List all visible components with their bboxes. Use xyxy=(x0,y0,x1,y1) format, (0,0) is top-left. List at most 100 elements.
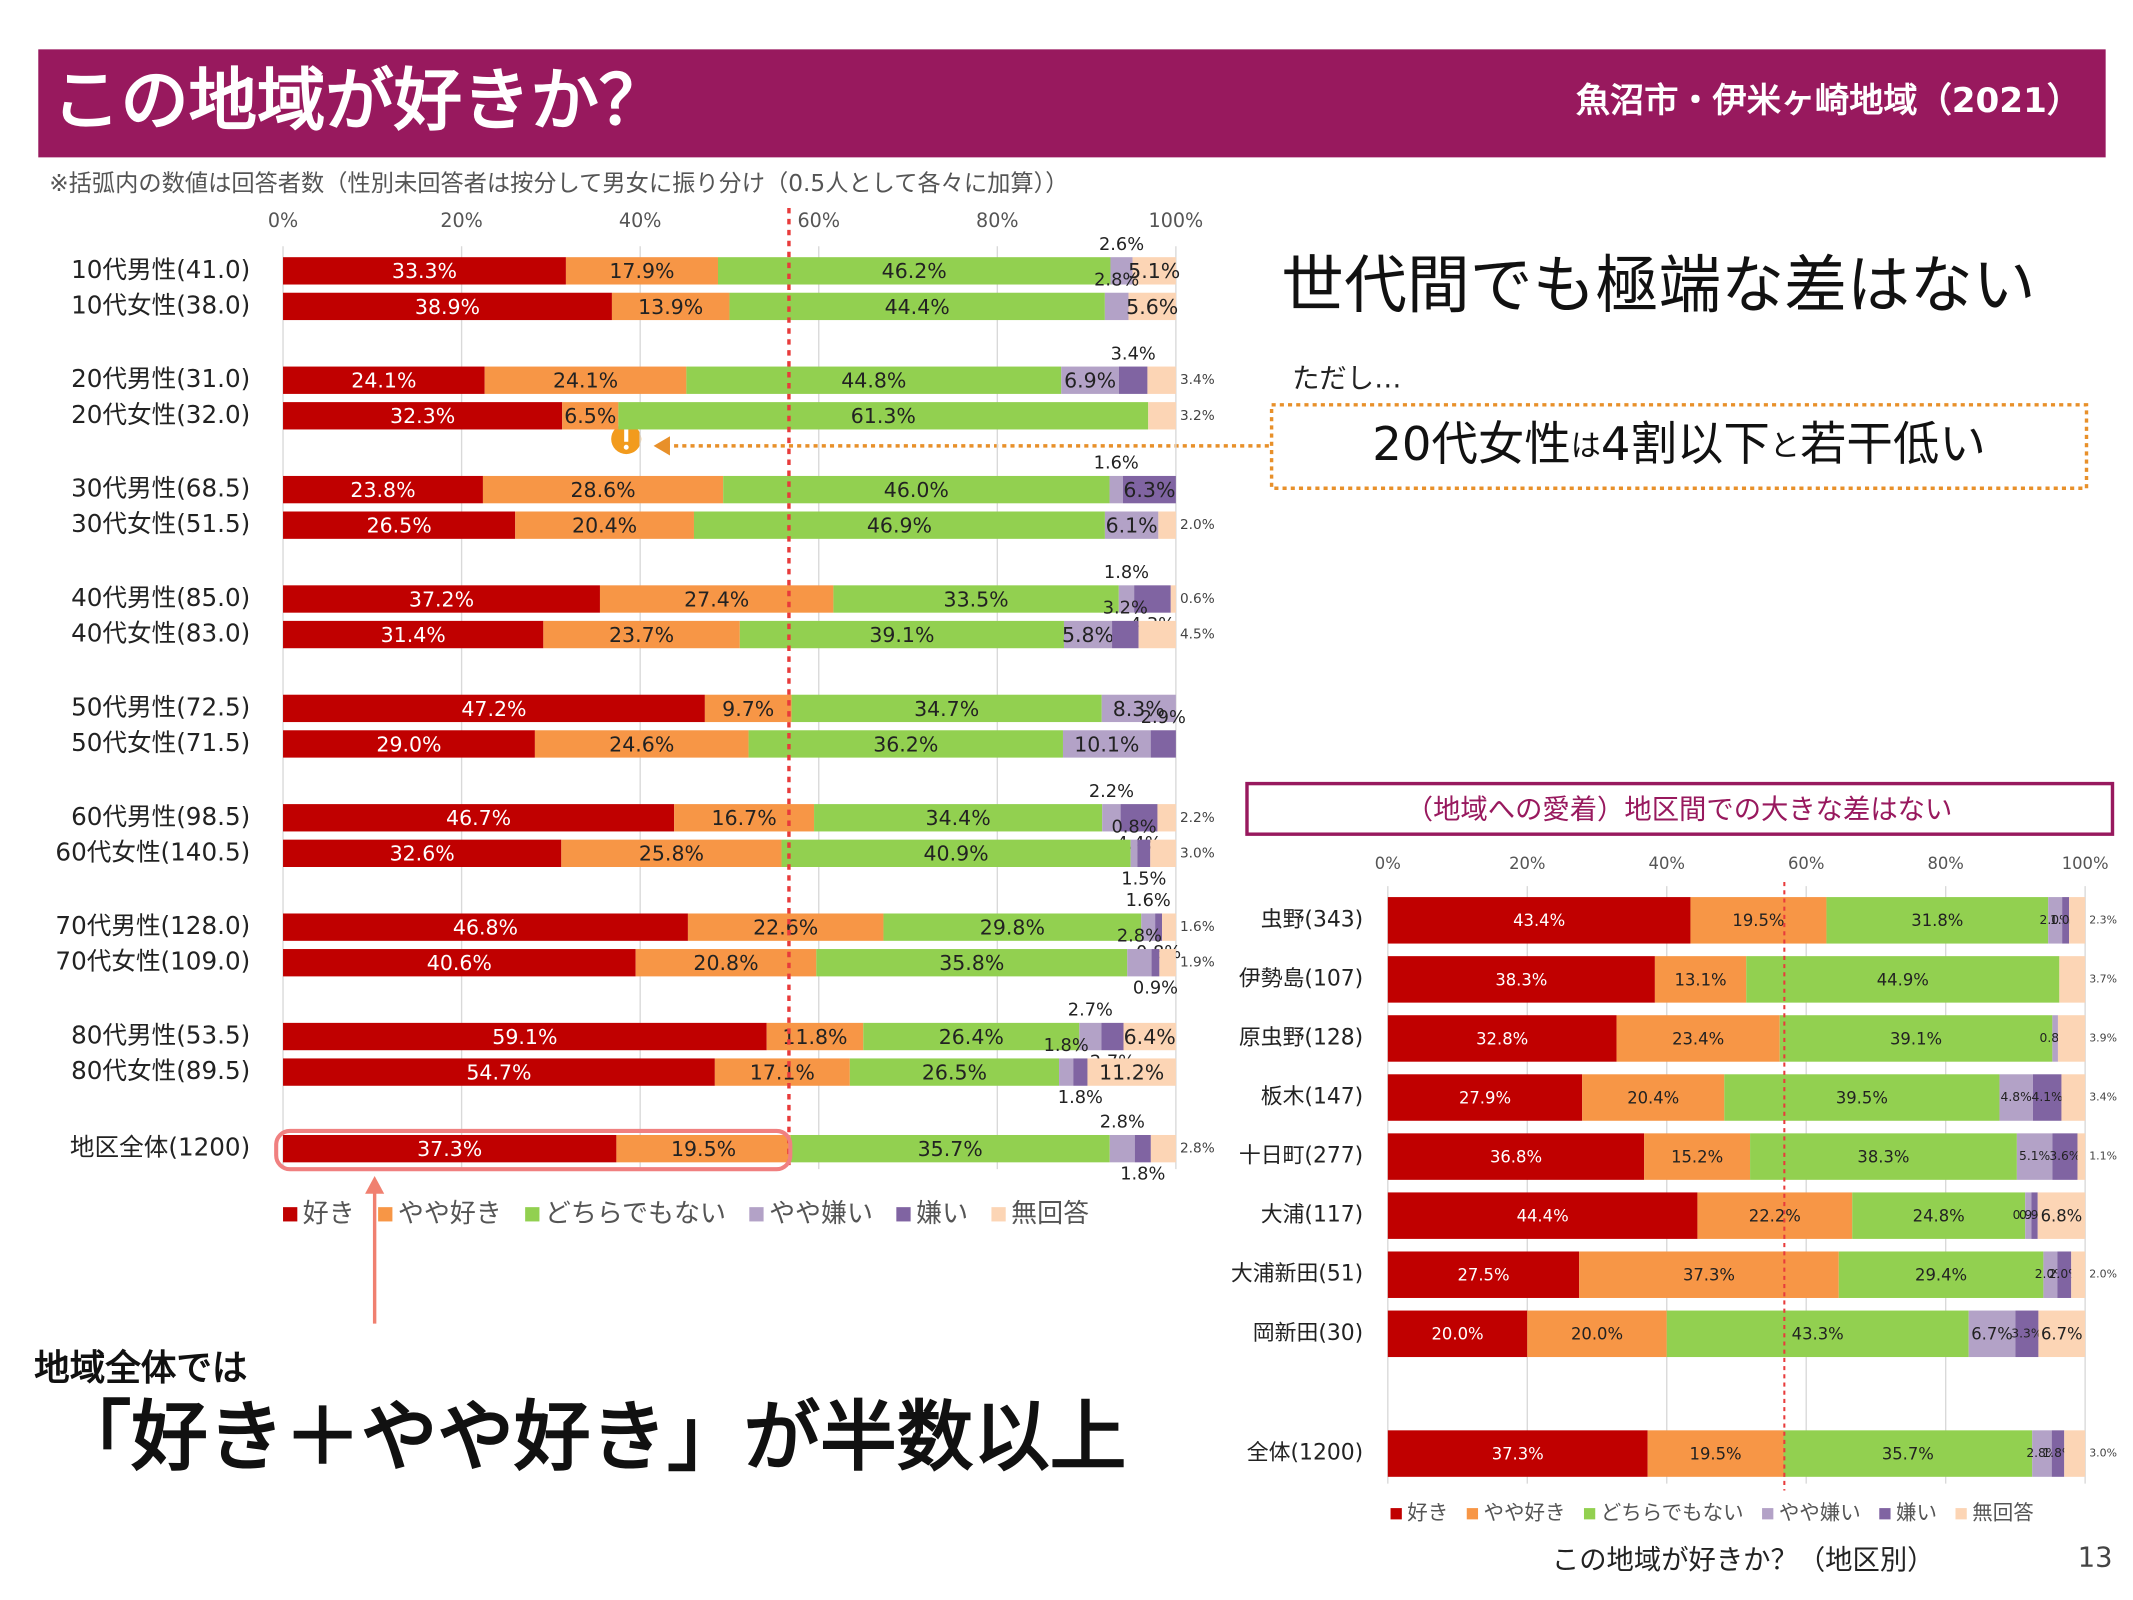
x-tick-label: 80% xyxy=(976,209,1019,232)
bar-segment xyxy=(1079,1022,1102,1051)
bar-segment xyxy=(1073,1058,1088,1086)
data-label: 0.8% xyxy=(1111,817,1156,837)
bar-segment xyxy=(1104,511,1159,539)
bar-segment xyxy=(283,730,535,758)
charts: 0% 20% 40% 60% 80% 100% 10代男性(41.0) 33.3% 17.9% 4… xyxy=(55,209,2117,1525)
bar-segment xyxy=(2048,897,2063,944)
data-label: 2.6% xyxy=(1099,235,1144,255)
bar-segment xyxy=(1150,730,1176,758)
y-tick-label: 40代女性(83.0) xyxy=(71,619,250,648)
legend-swatch xyxy=(1879,1508,1891,1520)
bar-segment xyxy=(1134,1134,1151,1163)
bar-segment xyxy=(1158,511,1176,539)
bar-segment xyxy=(1697,1192,1853,1239)
data-label: 5.1% xyxy=(2019,1149,2050,1163)
data-label: 2.8% xyxy=(1100,1113,1145,1133)
data-label: 5.8% xyxy=(1062,623,1114,647)
bar-segment xyxy=(729,292,1105,321)
data-label: 36.8% xyxy=(1490,1147,1542,1166)
bar-segment xyxy=(1387,1015,1617,1062)
bar-segment xyxy=(1838,1251,2044,1298)
x-tick-label: 100% xyxy=(1149,209,1204,232)
bar-segment xyxy=(283,1022,767,1051)
data-label: 25.8% xyxy=(639,842,704,866)
x-tick-label: 40% xyxy=(1649,854,1685,873)
data-label: 6.9% xyxy=(1064,369,1116,393)
bar-segment xyxy=(1127,949,1152,977)
bar-segment xyxy=(1387,1430,1648,1477)
bar-segment xyxy=(2059,956,2086,1003)
bar-segment xyxy=(2031,1192,2038,1239)
callout: 20代女性は4割以下と若干低い xyxy=(1372,417,1986,471)
data-label: 27.9% xyxy=(1459,1088,1511,1107)
data-label: 5.1% xyxy=(1128,259,1180,283)
bar-segment xyxy=(1647,1430,1784,1477)
bar-segment xyxy=(283,839,562,867)
data-label: 3.3% xyxy=(2011,1326,2042,1340)
data-label: 3.0% xyxy=(2089,1447,2117,1460)
data-label: 10.1% xyxy=(1074,732,1139,756)
data-label: 23.4% xyxy=(1672,1029,1724,1048)
bar-segment xyxy=(1387,1133,1645,1180)
data-label: 54.7% xyxy=(466,1060,531,1084)
slide-subtitle: 魚沼市・伊米ヶ崎地域（2021） xyxy=(1576,81,2081,121)
bar-segment xyxy=(1109,475,1123,504)
bar-segment xyxy=(1102,804,1121,832)
y-tick-label: 40代男性(85.0) xyxy=(71,583,250,612)
data-label: 46.0% xyxy=(884,478,949,502)
x-tick-label: 20% xyxy=(1509,854,1545,873)
bar-segment xyxy=(2051,1430,2065,1477)
callout-part: 20代女性 xyxy=(1372,417,1571,471)
bar-segment xyxy=(616,1134,791,1163)
bar-segment xyxy=(748,730,1063,758)
bar-segment xyxy=(2077,1133,2086,1180)
data-label: 33.5% xyxy=(944,587,1009,611)
y-tick-label: 30代女性(51.5) xyxy=(71,509,250,538)
bar-segment xyxy=(1387,1251,1580,1298)
x-tick-label: 20% xyxy=(440,209,483,232)
bar-segment xyxy=(1087,1058,1176,1086)
data-label: 27.4% xyxy=(684,587,749,611)
bar-segment xyxy=(1690,897,1827,944)
legend-swatch xyxy=(1762,1508,1774,1520)
data-label: 3.9% xyxy=(2089,1031,2117,1044)
data-label: 4.5% xyxy=(1180,627,1215,643)
data-label: 34.4% xyxy=(926,806,991,830)
data-label: 20.8% xyxy=(693,951,758,975)
data-label: 24.6% xyxy=(609,732,674,756)
data-label: 22.2% xyxy=(1749,1207,1801,1226)
bar-segment xyxy=(283,804,675,832)
legend-label: やや好き xyxy=(1484,1501,1566,1525)
legend-label: やや好き xyxy=(398,1199,502,1229)
bar-segment xyxy=(1110,257,1133,285)
bar-segment xyxy=(283,585,600,613)
bar-segment xyxy=(883,913,1142,941)
y-tick-label: 80代男性(53.5) xyxy=(71,1021,250,1050)
arrow-head xyxy=(365,1176,385,1194)
data-label: 17.9% xyxy=(609,259,674,283)
y-tick-label: 20代男性(31.0) xyxy=(71,364,250,393)
bar-segment xyxy=(1150,1134,1176,1163)
data-label: 26.5% xyxy=(922,1060,987,1084)
bar-segment xyxy=(611,292,730,321)
data-label: 32.8% xyxy=(1476,1029,1528,1048)
bar-segment xyxy=(833,585,1119,613)
data-label: 61.3% xyxy=(851,404,916,428)
bar-segment xyxy=(1061,366,1119,394)
bar-segment xyxy=(814,804,1103,832)
legend-swatch xyxy=(1955,1508,1967,1520)
data-label: 47.2% xyxy=(461,697,526,721)
data-label: 43.3% xyxy=(1792,1325,1844,1344)
bar-segment xyxy=(1644,1133,1751,1180)
bar-segment xyxy=(1120,804,1158,832)
data-label: 20.4% xyxy=(1627,1088,1679,1107)
x-tick-label: 100% xyxy=(2062,854,2109,873)
legend-swatch xyxy=(283,1207,298,1222)
bar-segment xyxy=(562,402,619,430)
y-tick-label: 十日町(277) xyxy=(1239,1144,1363,1169)
y-tick-label: 10代女性(38.0) xyxy=(71,290,250,319)
bar-segment xyxy=(482,475,724,504)
data-label: 29.4% xyxy=(1915,1266,1967,1285)
bar-segment xyxy=(1112,620,1139,649)
data-label: 20.0% xyxy=(1571,1325,1623,1344)
